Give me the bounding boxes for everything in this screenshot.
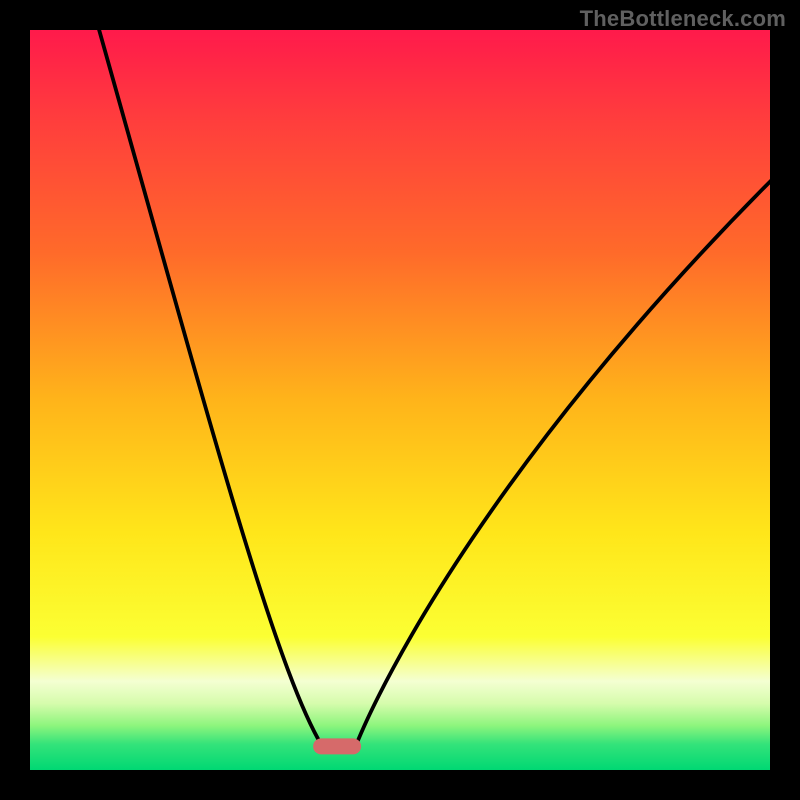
optimum-marker xyxy=(313,738,361,754)
watermark-text: TheBottleneck.com xyxy=(580,6,786,32)
bottleneck-chart xyxy=(30,30,770,770)
chart-frame: TheBottleneck.com xyxy=(0,0,800,800)
